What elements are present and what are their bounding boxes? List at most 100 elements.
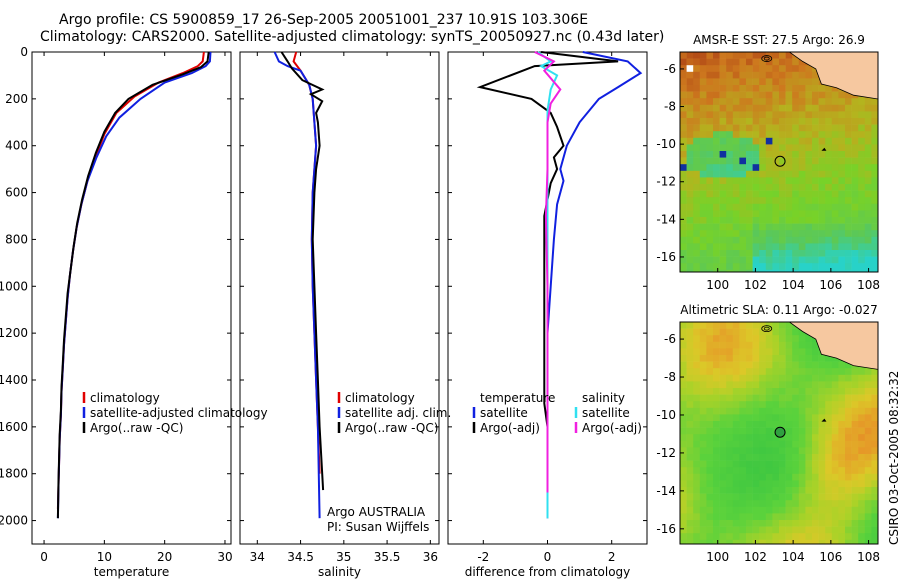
map-cell (871, 111, 878, 119)
map-cell (818, 151, 826, 158)
map-cell (864, 480, 872, 488)
map-cell (792, 111, 800, 119)
map-cell (680, 137, 687, 145)
map-cell (805, 190, 813, 198)
map-cell (838, 144, 846, 152)
map-cell (785, 473, 793, 481)
map-cell (792, 263, 800, 271)
map-cell (680, 401, 687, 409)
map-cell (706, 322, 714, 329)
map-cell (779, 361, 786, 369)
map-cell (831, 520, 839, 527)
map-cell (851, 157, 859, 165)
map-cell (686, 414, 694, 422)
map-cell (825, 374, 833, 382)
map-cell (831, 111, 839, 119)
map-cell (772, 203, 780, 211)
map-cell (779, 500, 786, 508)
map-cell (746, 434, 753, 442)
map-cell (858, 184, 866, 191)
map-cell (785, 328, 793, 336)
map-cell (818, 388, 826, 395)
map-cell (765, 460, 773, 468)
map-cell (746, 85, 753, 92)
map-cell (699, 421, 707, 428)
map-cell (798, 263, 806, 271)
map-cell (798, 513, 806, 521)
map-cell (864, 236, 872, 244)
map-cell (831, 414, 839, 422)
map-cell (759, 328, 767, 336)
map-cell (812, 374, 819, 382)
map-cell (713, 427, 720, 435)
map-cell (680, 361, 687, 369)
map-cell (818, 440, 826, 448)
map-cell (871, 250, 878, 257)
map-cell (713, 236, 720, 244)
map-cell (693, 506, 701, 514)
map-cell (805, 526, 813, 534)
map-cell (851, 480, 859, 488)
map-cell (752, 203, 760, 211)
map-cell (693, 414, 701, 422)
map-cell (851, 250, 859, 257)
map-cell (726, 78, 734, 86)
map-cell (739, 52, 747, 59)
map-cell (838, 236, 846, 244)
map-cell (752, 177, 760, 185)
map-cell (680, 500, 687, 508)
map-cell (772, 368, 780, 376)
map-cell (732, 177, 740, 185)
map-cell (719, 407, 727, 415)
map-cell (792, 434, 800, 442)
map-cell (818, 197, 826, 205)
map-cell (805, 151, 813, 158)
map-cell (713, 104, 720, 112)
map-cell (746, 151, 753, 158)
map-cell (732, 421, 740, 428)
map-cell (706, 447, 714, 455)
map-cell (686, 111, 694, 119)
map-cell (699, 355, 707, 362)
map-cell (732, 184, 740, 191)
legend-label-salinity: Argo(..raw -QC) (345, 421, 438, 435)
map-cell (825, 190, 833, 198)
map-cell (792, 184, 800, 191)
map-cell (845, 421, 852, 428)
map-cell (726, 131, 734, 139)
map-cell (719, 78, 727, 86)
map-cell (746, 269, 753, 272)
map-cell (812, 71, 819, 79)
map-cell (746, 539, 753, 544)
map-cell (686, 460, 694, 468)
map-cell (693, 533, 701, 541)
map-cell (686, 210, 694, 218)
plot-title-line1: Argo profile: CS 5900859_17 26-Sep-2005 … (59, 12, 589, 28)
map-cell (851, 460, 859, 468)
map-cell (706, 184, 714, 191)
map-cell (713, 388, 720, 395)
map-cell (706, 243, 714, 251)
map-cell (739, 230, 747, 238)
map-cell (752, 460, 760, 468)
map-cell (772, 447, 780, 455)
map-cell (805, 230, 813, 238)
map-cell (719, 374, 727, 382)
map-cell (871, 506, 878, 514)
map-cell (838, 434, 846, 442)
map-cell (831, 197, 839, 205)
map-cell (851, 533, 859, 541)
map-cell (845, 401, 852, 409)
map-cell (838, 177, 846, 185)
map-cell (818, 361, 826, 369)
map-cell (699, 263, 707, 271)
map-cell (706, 170, 714, 178)
map-cell (713, 58, 720, 66)
map-cell (713, 460, 720, 468)
map-cell (713, 78, 720, 86)
map-cell (680, 533, 687, 541)
map-sst-island (821, 147, 827, 151)
map-cell (812, 473, 819, 481)
map-cell (798, 98, 806, 106)
map-cell (825, 421, 833, 428)
